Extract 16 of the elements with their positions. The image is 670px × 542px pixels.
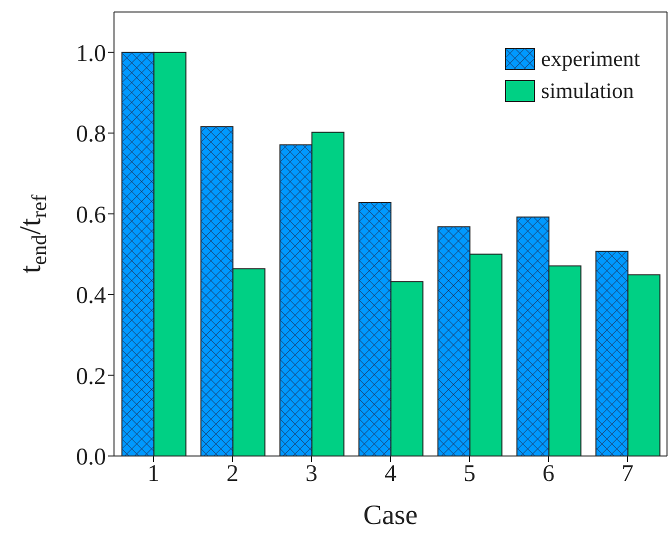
x-tick-label: 4 <box>384 461 396 488</box>
y-tick-label: 0.4 <box>76 283 106 310</box>
x-tick-label: 2 <box>226 461 238 488</box>
x-tick-label: 6 <box>542 461 554 488</box>
x-tick-label: 3 <box>306 461 318 488</box>
legend-label: experiment <box>541 46 640 72</box>
x-tick-label: 5 <box>464 461 476 488</box>
legend-label: simulation <box>541 78 634 104</box>
x-tick-label: 7 <box>622 461 634 488</box>
y-tick-label: 0.0 <box>76 444 106 471</box>
y-tick-label: 0.8 <box>76 122 106 148</box>
y-tick-label: 0.6 <box>76 202 106 228</box>
x-axis-title: Case <box>363 500 418 531</box>
x-tick-label: 1 <box>148 461 160 488</box>
y-tick-label: 1.0 <box>76 40 106 67</box>
y-tick-label: 0.2 <box>76 364 106 390</box>
